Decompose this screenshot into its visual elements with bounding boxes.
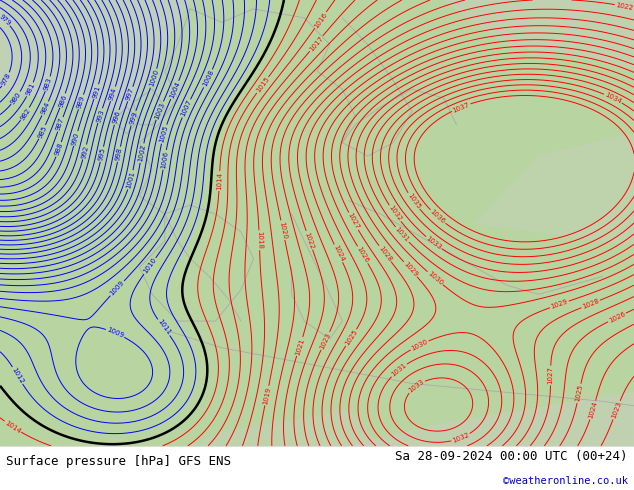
Text: 1012: 1012: [10, 367, 25, 385]
Polygon shape: [444, 0, 634, 67]
Text: 1036: 1036: [429, 209, 446, 225]
Text: 991: 991: [91, 84, 101, 99]
Text: 1008: 1008: [202, 69, 215, 88]
Text: 1032: 1032: [387, 204, 403, 222]
Text: 1028: 1028: [581, 298, 600, 310]
Text: 993: 993: [95, 108, 105, 123]
Text: 1028: 1028: [377, 245, 392, 263]
Text: 1033: 1033: [425, 235, 443, 251]
Text: 1026: 1026: [607, 311, 626, 324]
Polygon shape: [476, 134, 634, 245]
Text: 1032: 1032: [451, 432, 470, 444]
Text: 992: 992: [80, 145, 89, 159]
Text: 979: 979: [0, 13, 11, 27]
Text: 996: 996: [112, 110, 122, 124]
Text: 1020: 1020: [278, 221, 288, 240]
Text: 984: 984: [40, 101, 51, 116]
Text: 1009: 1009: [109, 280, 126, 297]
Text: 1014: 1014: [4, 419, 22, 434]
Polygon shape: [190, 410, 380, 446]
Text: 985: 985: [37, 124, 48, 139]
Text: 998: 998: [115, 147, 123, 161]
Text: 1018: 1018: [256, 231, 262, 249]
Text: 1006: 1006: [160, 150, 169, 169]
Text: 1022: 1022: [304, 231, 315, 249]
Text: 1010: 1010: [142, 257, 157, 275]
Text: 1021: 1021: [294, 337, 305, 356]
Text: 990: 990: [71, 131, 81, 146]
Text: 986: 986: [58, 93, 68, 108]
Text: 995: 995: [98, 147, 107, 161]
Text: 1027: 1027: [346, 212, 360, 231]
Text: 1024: 1024: [588, 401, 598, 419]
Text: 988: 988: [54, 142, 64, 157]
Text: 1029: 1029: [550, 298, 569, 310]
Text: 1016: 1016: [313, 11, 328, 29]
Text: 1017: 1017: [308, 35, 325, 52]
Text: 982: 982: [19, 107, 31, 121]
Text: 1034: 1034: [604, 92, 623, 105]
Text: 1023: 1023: [611, 401, 623, 419]
Text: 980: 980: [10, 91, 22, 105]
Text: 1037: 1037: [451, 101, 470, 114]
Text: 1002: 1002: [138, 144, 146, 163]
Text: 1031: 1031: [394, 226, 410, 244]
Text: Surface pressure [hPa] GFS ENS: Surface pressure [hPa] GFS ENS: [6, 455, 231, 468]
Text: 1025: 1025: [344, 329, 358, 347]
Text: 1031: 1031: [390, 362, 408, 378]
Text: 987: 987: [55, 117, 65, 132]
Text: 1004: 1004: [169, 80, 181, 99]
Polygon shape: [0, 0, 634, 446]
Text: 1009: 1009: [106, 327, 125, 339]
Polygon shape: [0, 0, 190, 112]
Text: 1030: 1030: [426, 270, 444, 286]
Text: 1001: 1001: [126, 171, 136, 190]
Text: 1022: 1022: [615, 1, 634, 11]
Text: 981: 981: [25, 82, 36, 97]
Text: 1014: 1014: [216, 172, 223, 190]
Text: 1007: 1007: [180, 99, 193, 118]
Text: 1003: 1003: [153, 101, 165, 120]
Text: 978: 978: [0, 72, 12, 87]
Text: 1029: 1029: [402, 261, 418, 278]
Text: 1023: 1023: [319, 332, 332, 350]
Text: ©weatheronline.co.uk: ©weatheronline.co.uk: [503, 476, 628, 486]
Text: 1011: 1011: [156, 318, 172, 337]
Text: 989: 989: [76, 95, 86, 109]
Text: 1027: 1027: [548, 367, 553, 385]
Text: 997: 997: [126, 87, 135, 101]
Text: 1024: 1024: [332, 244, 345, 263]
Text: 1025: 1025: [574, 384, 584, 403]
Text: 1035: 1035: [406, 192, 421, 210]
Text: 1015: 1015: [255, 76, 270, 94]
Text: 1005: 1005: [158, 124, 169, 144]
Text: 1026: 1026: [356, 245, 370, 264]
Text: 1033: 1033: [407, 378, 425, 394]
Text: 999: 999: [129, 111, 138, 125]
Text: 994: 994: [108, 87, 118, 101]
Polygon shape: [349, 392, 634, 446]
Text: 983: 983: [43, 76, 53, 91]
Text: 1030: 1030: [410, 339, 429, 352]
Text: Sa 28-09-2024 00:00 UTC (00+24): Sa 28-09-2024 00:00 UTC (00+24): [395, 450, 628, 464]
Text: 1019: 1019: [262, 386, 271, 405]
Text: 1000: 1000: [148, 69, 160, 88]
